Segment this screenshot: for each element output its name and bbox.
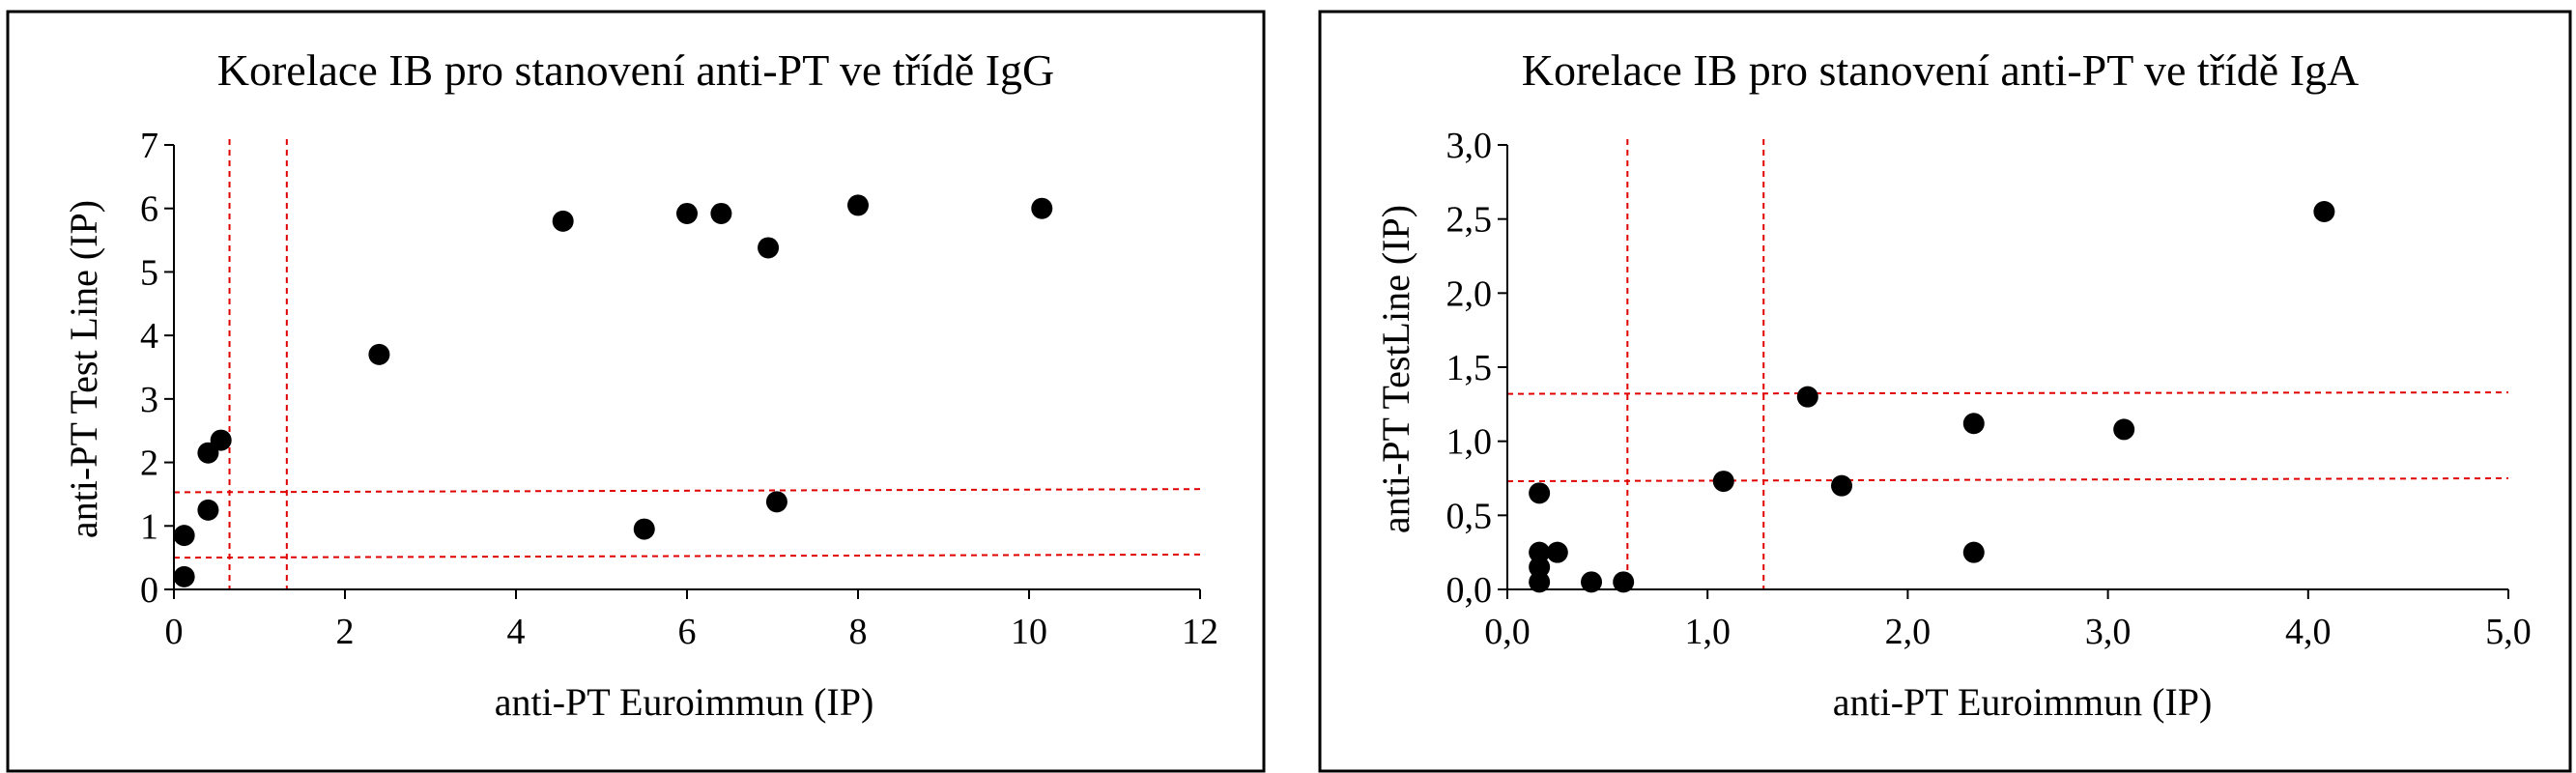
y-axis-label: anti-PT TestLine (IP) [1374, 205, 1417, 533]
x-tick-label: 8 [849, 612, 868, 652]
x-tick-label: 3,0 [2085, 612, 2132, 652]
data-point [197, 499, 219, 521]
data-point [1529, 482, 1551, 504]
data-point [368, 343, 390, 365]
y-tick-label: 4 [140, 316, 158, 357]
data-point [1962, 413, 1985, 435]
data-point [1031, 197, 1053, 219]
horizontal-reference-line [173, 488, 1201, 494]
y-tick-label: 1 [140, 506, 158, 547]
data-point [710, 202, 732, 224]
y-tick-label: 1,5 [1446, 348, 1493, 388]
data-point [1613, 571, 1635, 593]
x-tick-label: 4 [507, 612, 526, 652]
x-tick-label: 0 [165, 612, 184, 652]
x-tick-label: 0,0 [1484, 612, 1531, 652]
data-point [847, 194, 869, 216]
chart-frame [1318, 10, 2572, 773]
y-tick-label: 2 [140, 444, 158, 484]
data-point [1831, 474, 1853, 497]
x-tick-label: 12 [1182, 612, 1218, 652]
data-point [2313, 201, 2335, 222]
y-tick-label: 0 [140, 570, 158, 611]
data-point [552, 210, 574, 232]
chart-frame [6, 10, 1266, 773]
y-tick-label: 5 [140, 252, 158, 293]
data-point [1796, 386, 1818, 408]
data-point [210, 429, 232, 451]
data-point [633, 518, 655, 540]
data-point [2113, 418, 2135, 441]
data-point [173, 565, 195, 587]
horizontal-reference-line [1506, 391, 2509, 395]
x-axis-label: anti-PT Euroimmun (IP) [1833, 680, 2213, 724]
y-tick-label: 1,0 [1446, 422, 1493, 463]
x-tick-label: 4,0 [2285, 612, 2332, 652]
y-tick-label: 0,0 [1446, 570, 1493, 611]
chart-panel-iga: Korelace IB pro stanovení anti-PT ve tří… [1318, 10, 2572, 773]
y-tick-label: 7 [140, 126, 158, 166]
y-tick-label: 0,5 [1446, 496, 1493, 536]
data-point [173, 525, 195, 547]
x-tick-label: 2,0 [1885, 612, 1932, 652]
data-point [1581, 571, 1603, 593]
data-point [1529, 571, 1551, 593]
y-tick-label: 6 [140, 189, 158, 230]
data-point [1546, 541, 1568, 563]
y-tick-label: 2,5 [1446, 200, 1493, 241]
x-tick-label: 1,0 [1684, 612, 1731, 652]
x-axis-label: anti-PT Euroimmun (IP) [495, 680, 874, 724]
horizontal-reference-line [1506, 477, 2509, 483]
data-point [1529, 541, 1551, 563]
y-tick-label: 3 [140, 380, 158, 420]
x-tick-label: 10 [1011, 612, 1047, 652]
y-tick-label: 2,0 [1446, 273, 1493, 314]
data-point [765, 491, 787, 513]
data-point [676, 202, 698, 224]
x-tick-label: 5,0 [2485, 612, 2532, 652]
x-tick-label: 6 [678, 612, 697, 652]
data-point [1712, 471, 1734, 493]
chart-title: Korelace IB pro stanovení anti-PT ve tří… [1522, 45, 2360, 95]
data-point [758, 237, 780, 259]
y-tick-label: 3,0 [1446, 126, 1493, 166]
x-tick-label: 2 [336, 612, 355, 652]
horizontal-reference-line [173, 553, 1201, 559]
data-point [1962, 541, 1985, 563]
data-point [1529, 557, 1551, 578]
chart-panel-igg: Korelace IB pro stanovení anti-PT ve tří… [6, 10, 1266, 773]
y-axis-label: anti-PT Test Line (IP) [62, 200, 105, 538]
plot-area: 0,0 0,5 1,0 1,5 2,0 2,5 3,0 0,0 1,0 2,0 3,0 4,0 5,0 [1446, 126, 2532, 652]
chart-title: Korelace IB pro stanovení anti-PT ve tří… [217, 45, 1055, 95]
